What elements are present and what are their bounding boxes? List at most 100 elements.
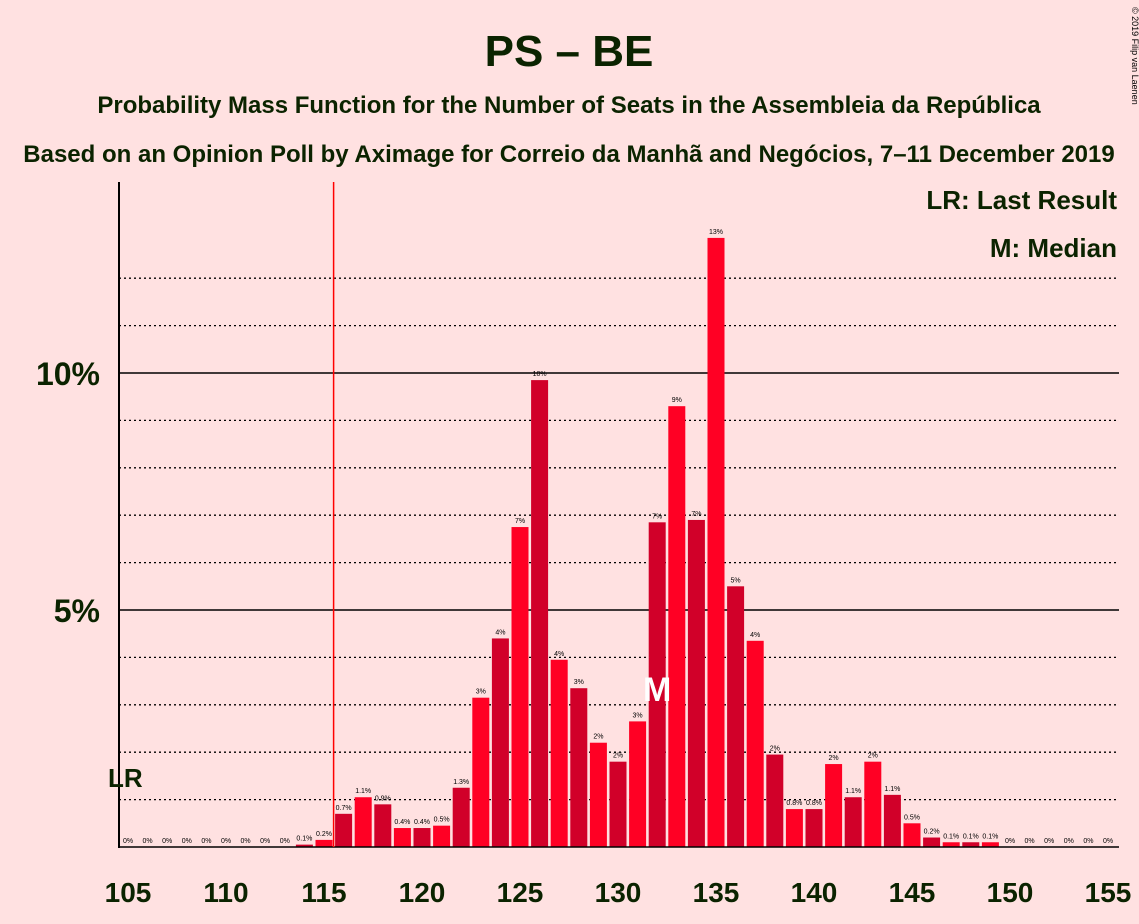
bar-label-132: 7% (652, 513, 662, 520)
bar-label-108: 0% (182, 838, 192, 845)
grid-lines (119, 278, 1119, 799)
bar-label-131: 3% (633, 712, 643, 719)
bar-label-130: 2% (613, 753, 623, 760)
bar-label-144: 1.1% (884, 786, 900, 793)
bar-label-112: 0% (260, 838, 270, 845)
bar-label-134: 7% (691, 511, 701, 518)
bar-143 (864, 762, 881, 847)
bar-label-147: 0.1% (943, 833, 959, 840)
bar-label-139: 0.8% (786, 800, 802, 807)
x-tick-145: 145 (889, 877, 936, 908)
bar-label-149: 0.1% (982, 833, 998, 840)
bar-label-136: 5% (731, 577, 741, 584)
bar-label-115: 0.2% (316, 831, 332, 838)
bar-label-105: 0% (123, 838, 133, 845)
bar-label-109: 0% (201, 838, 211, 845)
bar-label-129: 2% (593, 734, 603, 741)
bar-label-155: 0% (1103, 838, 1113, 845)
bar-125 (512, 527, 529, 847)
bar-label-120: 0.4% (414, 819, 430, 826)
bar-129 (590, 743, 607, 847)
x-tick-115: 115 (301, 877, 346, 908)
y-axis-ticks: 5% 10% (36, 356, 100, 629)
bar-127 (551, 660, 568, 847)
x-tick-155: 155 (1085, 877, 1132, 908)
bar-label-118: 0.9% (375, 795, 391, 802)
bar-140 (806, 809, 823, 847)
bar-label-106: 0% (143, 838, 153, 845)
bar-138 (766, 755, 783, 847)
copyright-note: © 2019 Filip van Laenen (1130, 7, 1139, 105)
bar-126 (531, 380, 548, 847)
bar-146 (923, 838, 940, 847)
bar-116 (335, 814, 352, 847)
bar-145 (904, 823, 921, 847)
x-tick-150: 150 (987, 877, 1034, 908)
bar-label-140: 0.8% (806, 800, 822, 807)
y-tick-5: 5% (54, 593, 100, 629)
bar-label-137: 4% (750, 632, 760, 639)
bar-130 (610, 762, 627, 847)
bar-label-146: 0.2% (924, 829, 940, 836)
bar-123 (472, 698, 489, 847)
bar-label-126: 10% (533, 371, 547, 378)
bar-label-122: 1.3% (453, 779, 469, 786)
bar-119 (394, 828, 411, 847)
x-tick-125: 125 (497, 877, 544, 908)
bar-120 (414, 828, 431, 847)
x-tick-140: 140 (791, 877, 838, 908)
chart-subtitle-2: Based on an Opinion Poll by Aximage for … (23, 141, 1114, 168)
bar-137 (747, 641, 764, 847)
median-marker: M (643, 671, 671, 709)
last-result-marker: LR (108, 763, 143, 793)
bar-117 (355, 797, 372, 847)
bar-122 (453, 788, 470, 847)
bar-label-107: 0% (162, 838, 172, 845)
bar-label-152: 0% (1044, 838, 1054, 845)
x-tick-110: 110 (203, 877, 248, 908)
bar-label-142: 1.1% (845, 788, 861, 795)
bar-134 (688, 520, 705, 847)
bar-label-151: 0% (1025, 838, 1035, 845)
chart-subtitle: Probability Mass Function for the Number… (97, 92, 1041, 119)
bar-144 (884, 795, 901, 847)
bars (296, 238, 999, 847)
bar-label-117: 1.1% (355, 788, 371, 795)
bar-label-153: 0% (1064, 838, 1074, 845)
bar-label-143: 2% (868, 753, 878, 760)
bar-115 (316, 840, 333, 847)
bar-label-111: 0% (241, 838, 251, 845)
bar-label-124: 4% (495, 629, 505, 636)
bar-label-150: 0% (1005, 838, 1015, 845)
bar-label-114: 0.1% (296, 836, 312, 843)
bar-118 (374, 804, 391, 847)
x-tick-130: 130 (595, 877, 642, 908)
bar-label-125: 7% (515, 518, 525, 525)
bar-label-138: 2% (770, 746, 780, 753)
bar-141 (825, 764, 842, 847)
bar-label-119: 0.4% (394, 819, 410, 826)
bar-136 (727, 586, 744, 847)
legend-median: M: Median (990, 233, 1117, 263)
bar-label-154: 0% (1083, 838, 1093, 845)
bar-133 (668, 406, 685, 847)
bar-121 (433, 826, 450, 847)
bar-label-127: 4% (554, 651, 564, 658)
bar-label-110: 0% (221, 838, 231, 845)
bar-131 (629, 721, 646, 847)
x-axis-ticks: 105 110 115 120 125 130 135 140 145 150 155 (105, 877, 1132, 908)
legend-last-result: LR: Last Result (926, 185, 1117, 215)
bar-label-135: 13% (709, 229, 723, 236)
x-tick-120: 120 (399, 877, 446, 908)
x-tick-135: 135 (693, 877, 740, 908)
bar-label-121: 0.5% (434, 817, 450, 824)
chart-title: PS – BE (485, 27, 654, 76)
bar-label-113: 0% (280, 838, 290, 845)
bar-124 (492, 638, 509, 847)
bar-label-123: 3% (476, 689, 486, 696)
x-tick-105: 105 (105, 877, 152, 908)
bar-label-145: 0.5% (904, 814, 920, 821)
bar-label-128: 3% (574, 679, 584, 686)
y-tick-10: 10% (36, 356, 100, 392)
